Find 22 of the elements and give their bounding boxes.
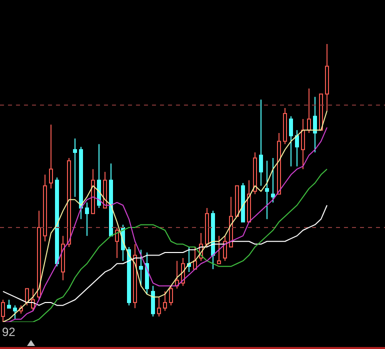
candlestick	[151, 285, 155, 317]
candlestick	[169, 285, 173, 306]
candlestick	[13, 304, 17, 320]
candlestick	[115, 226, 119, 259]
candlestick	[313, 96, 317, 153]
candlestick	[157, 296, 161, 317]
candlestick	[295, 130, 299, 167]
candlestick	[85, 202, 89, 236]
candlestick	[307, 88, 311, 134]
candlestick	[271, 157, 275, 203]
candlestick	[73, 138, 77, 198]
candlestick	[49, 124, 53, 190]
candlestick	[289, 116, 293, 167]
candlestick	[217, 235, 221, 264]
candlestick	[265, 160, 269, 220]
candlestick	[223, 235, 227, 262]
candlestick	[301, 118, 305, 170]
text: 92	[2, 325, 16, 339]
candlestick	[25, 288, 29, 306]
candlestick	[139, 249, 143, 286]
candlestick	[163, 290, 167, 312]
candlestick	[259, 99, 263, 186]
